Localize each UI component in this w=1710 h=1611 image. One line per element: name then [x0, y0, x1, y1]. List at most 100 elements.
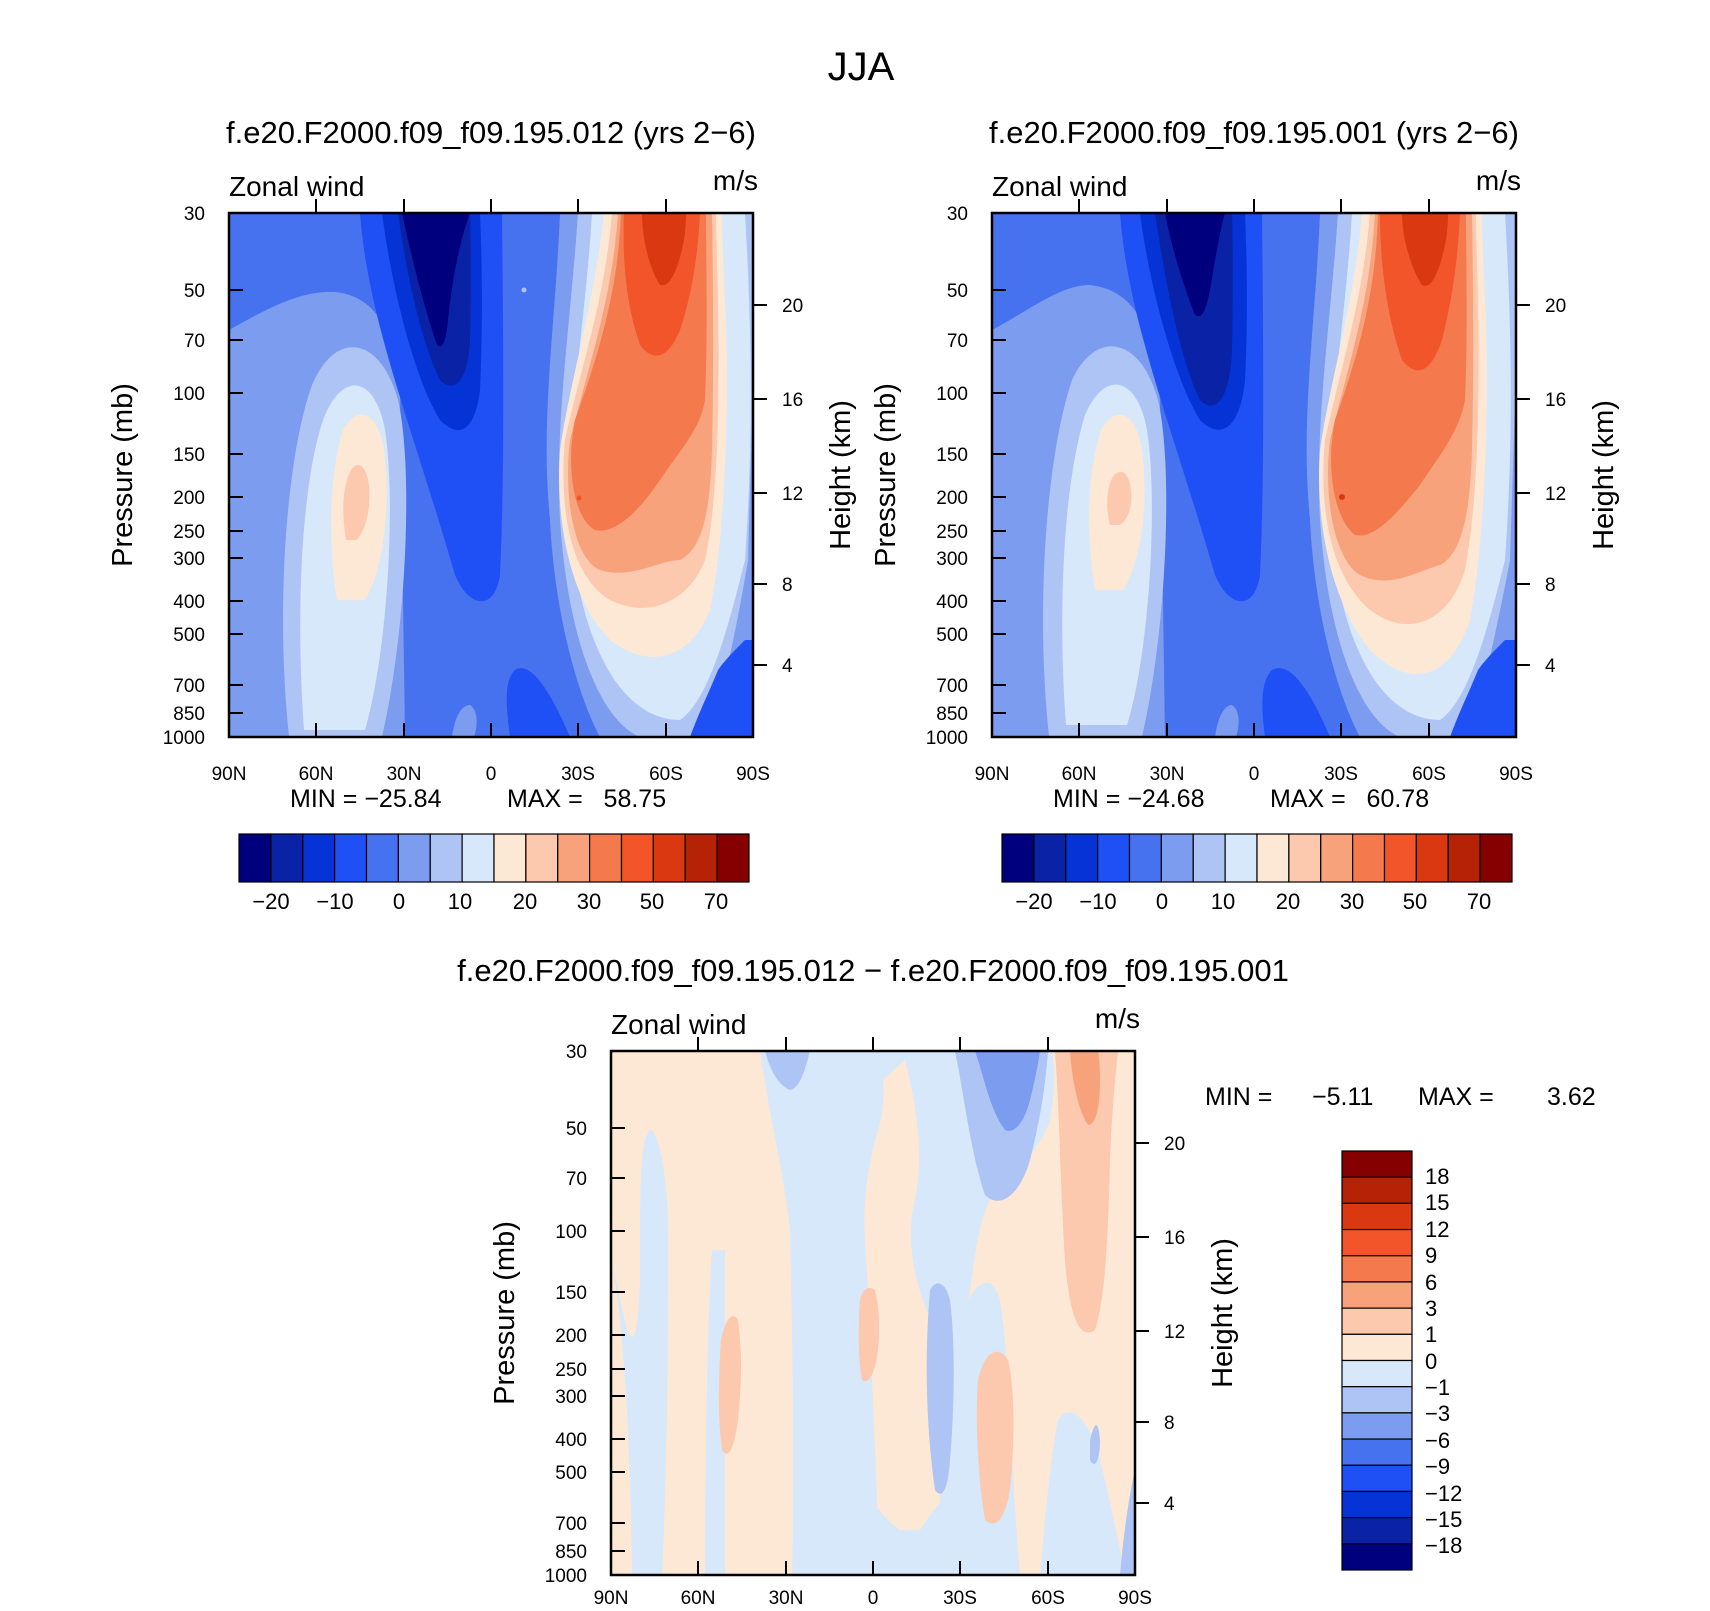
colorbar-label: −20 — [1015, 889, 1052, 914]
y-tick-label: 1000 — [926, 728, 968, 749]
height-tick-label: 4 — [1545, 656, 1556, 677]
panel-a-min-label: MIN = −25.84 — [290, 785, 442, 813]
colorbar-label: −9 — [1425, 1454, 1450, 1479]
colorbar-swatch — [1341, 1281, 1413, 1309]
y-tick-label: 300 — [555, 1387, 587, 1408]
panel-a: f.e20.F2000.f09_f09.195.012 (yrs 2−6) Zo… — [107, 115, 857, 914]
x-tick-label: 90N — [975, 764, 1010, 785]
panel-a-max-label: MAX = 58.75 — [507, 785, 666, 813]
colorbar-swatch — [1192, 833, 1226, 883]
panel-c-contour-field — [611, 1051, 1135, 1575]
y-tick-label: 250 — [936, 522, 968, 543]
y-tick-label: 1000 — [545, 1566, 587, 1587]
colorbar-label: −20 — [252, 889, 289, 914]
colorbar-swatch — [1341, 1359, 1413, 1388]
panel-a-y-axis-label: Pressure (mb) — [107, 383, 139, 567]
colorbar-swatch — [1341, 1386, 1413, 1414]
y-tick-label: 30 — [947, 204, 968, 225]
colorbar-label: −10 — [1079, 889, 1116, 914]
colorbar-swatch — [1341, 1202, 1413, 1231]
colorbar-label: 50 — [640, 889, 664, 914]
colorbar-label: −1 — [1425, 1375, 1450, 1400]
colorbar-label: 50 — [1403, 889, 1427, 914]
colorbar-swatch — [1341, 1150, 1413, 1178]
height-tick-label: 4 — [1164, 1494, 1175, 1515]
panel-c-max-value: 3.62 — [1547, 1083, 1596, 1111]
colorbar-label: 70 — [1467, 889, 1491, 914]
colorbar-swatch — [557, 833, 591, 883]
y-tick-label: 500 — [936, 625, 968, 646]
figure-title: JJA — [828, 45, 895, 89]
panel-b-height-tick-labels: 4 8 12 16 20 — [1545, 296, 1566, 677]
x-tick-label: 60N — [681, 1588, 716, 1609]
colorbar-swatch — [1447, 833, 1481, 883]
x-tick-label: 60N — [1062, 764, 1097, 785]
x-tick-label: 30N — [1150, 764, 1185, 785]
colorbar-label: 20 — [513, 889, 537, 914]
colorbar-swatch — [1320, 833, 1354, 883]
x-tick-label: 90N — [594, 1588, 629, 1609]
y-tick-label: 50 — [184, 281, 205, 302]
colorbar-label: 18 — [1425, 1164, 1449, 1189]
y-tick-label: 700 — [173, 676, 205, 697]
panel-b-max-label: MAX = 60.78 — [1270, 785, 1429, 813]
y-tick-label: 70 — [947, 331, 968, 352]
colorbar-swatch — [1256, 833, 1290, 883]
y-tick-label: 100 — [173, 384, 205, 405]
y-tick-label: 250 — [173, 522, 205, 543]
colorbar-label: 12 — [1425, 1217, 1449, 1242]
colorbar-swatch — [1341, 1307, 1413, 1335]
colorbar-swatch — [493, 833, 527, 883]
panel-b-units-label: m/s — [1476, 165, 1521, 196]
height-tick-label: 20 — [782, 296, 803, 317]
y-tick-label: 700 — [555, 1514, 587, 1535]
y-tick-label: 400 — [555, 1430, 587, 1451]
colorbar-swatch — [1001, 833, 1035, 883]
panel-b-ticks — [991, 199, 1530, 738]
y-tick-label: 200 — [555, 1326, 587, 1347]
panel-c-lat-tick-labels: 90N 60N 30N 0 30S 60S 90S — [594, 1588, 1152, 1609]
y-tick-label: 30 — [184, 204, 205, 225]
y-tick-label: 300 — [936, 549, 968, 570]
x-tick-label: 60S — [649, 764, 683, 785]
panel-b-lat-tick-labels: 90N 60N 30N 0 30S 60S 90S — [975, 764, 1533, 785]
y-tick-label: 400 — [173, 592, 205, 613]
colorbar-swatch — [1341, 1255, 1413, 1283]
panel-c-min-label: MIN = — [1205, 1083, 1272, 1111]
y-tick-label: 100 — [555, 1222, 587, 1243]
colorbar-swatch — [1415, 833, 1449, 883]
x-tick-label: 0 — [1249, 764, 1260, 785]
panel-b-colorbar-labels: −20 −10 0 10 20 30 50 70 — [1015, 889, 1491, 914]
panel-c-height-tick-labels: 4 8 12 16 20 — [1164, 1134, 1185, 1515]
colorbar-swatch — [525, 833, 559, 883]
colorbar-swatch — [1033, 833, 1067, 883]
x-tick-label: 30S — [943, 1588, 977, 1609]
panel-b-variable-label: Zonal wind — [992, 171, 1127, 202]
x-tick-label: 60N — [299, 764, 334, 785]
colorbar-label: 70 — [704, 889, 728, 914]
colorbar-label: −15 — [1425, 1507, 1462, 1532]
colorbar-swatch — [1288, 833, 1322, 883]
x-tick-label: 30N — [769, 1588, 804, 1609]
y-tick-label: 100 — [936, 384, 968, 405]
colorbar-swatch — [1160, 833, 1194, 883]
y-tick-label: 70 — [184, 331, 205, 352]
colorbar-label: 1 — [1425, 1322, 1437, 1347]
colorbar-swatch — [589, 833, 623, 883]
colorbar-label: 0 — [393, 889, 405, 914]
colorbar-swatch — [1341, 1176, 1413, 1204]
panel-b-title: f.e20.F2000.f09_f09.195.001 (yrs 2−6) — [989, 115, 1519, 150]
panel-c-min-value: −5.11 — [1312, 1083, 1373, 1111]
height-tick-label: 16 — [1545, 390, 1566, 411]
x-tick-label: 60S — [1031, 1588, 1065, 1609]
colorbar-label: −10 — [316, 889, 353, 914]
height-tick-label: 20 — [1164, 1134, 1185, 1155]
colorbar-label: −18 — [1425, 1533, 1462, 1558]
colorbar-swatch — [1341, 1333, 1413, 1362]
panel-a-colorbar-labels: −20 −10 0 10 20 30 50 70 — [252, 889, 728, 914]
height-tick-label: 4 — [782, 656, 793, 677]
colorbar-label: 9 — [1425, 1243, 1437, 1268]
y-tick-label: 200 — [173, 488, 205, 509]
y-tick-label: 400 — [936, 592, 968, 613]
x-tick-label: 0 — [868, 1588, 879, 1609]
